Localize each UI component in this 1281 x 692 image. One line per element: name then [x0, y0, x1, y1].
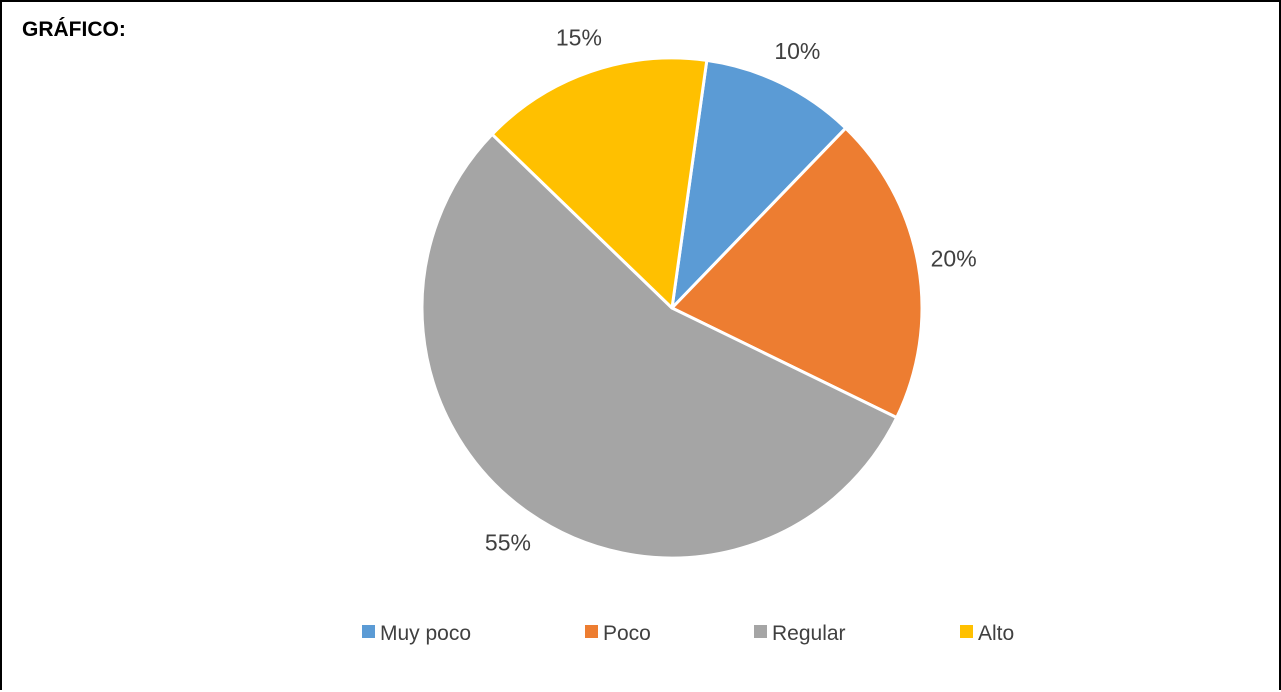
legend-swatch-regular — [754, 625, 767, 638]
data-label-poco: 20% — [931, 245, 977, 271]
legend-swatch-poco — [585, 625, 598, 638]
legend-label-muy-poco: Muy poco — [380, 622, 471, 645]
data-label-regular: 55% — [485, 529, 531, 555]
pie-slice-regular — [420, 132, 899, 560]
legend: Muy poco Poco Regular Alto — [362, 622, 1014, 645]
legend-swatch-alto — [960, 625, 973, 638]
pie-slice-muy-poco — [670, 58, 848, 310]
legend-label-regular: Regular — [772, 622, 846, 645]
data-labels: 10% 20% 55% 15% — [485, 25, 977, 556]
pie-slice-alto — [490, 56, 709, 310]
data-label-alto: 15% — [556, 25, 602, 51]
legend-label-poco: Poco — [603, 622, 651, 645]
data-label-muy-poco: 10% — [774, 38, 820, 64]
page-title: GRÁFICO: — [22, 18, 126, 41]
legend-swatch-muy-poco — [362, 625, 375, 638]
pie-slice-poco — [670, 126, 924, 420]
pie-slices — [420, 56, 924, 560]
legend-label-alto: Alto — [978, 622, 1014, 645]
